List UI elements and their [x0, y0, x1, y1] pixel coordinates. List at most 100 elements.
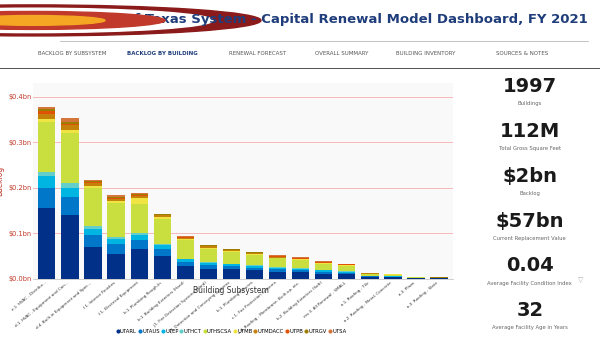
- Text: j.3. Detection and Conveying Systems: j.3. Detection and Conveying Systems: [169, 281, 232, 334]
- Bar: [38, 122, 55, 172]
- Text: d.4. Built-in Equipment and Spec...: d.4. Built-in Equipment and Spec...: [36, 281, 93, 330]
- Bar: [176, 240, 194, 258]
- Bar: [200, 246, 217, 248]
- Text: a.3. Roofing - Slate: a.3. Roofing - Slate: [407, 281, 439, 309]
- Text: Current Replacement Value: Current Replacement Value: [493, 236, 566, 241]
- Bar: [107, 203, 125, 237]
- Bar: [269, 267, 286, 269]
- Bar: [61, 130, 79, 133]
- Bar: [176, 258, 194, 260]
- Bar: [338, 266, 355, 271]
- Bar: [269, 255, 286, 256]
- Text: c.1. Fire Protection Systems: c.1. Fire Protection Systems: [232, 281, 278, 320]
- Bar: [85, 226, 101, 228]
- Bar: [85, 183, 101, 186]
- Bar: [61, 122, 79, 124]
- Text: 32: 32: [516, 301, 544, 320]
- Bar: [154, 245, 171, 249]
- Bar: [176, 236, 194, 237]
- Bar: [223, 249, 240, 250]
- Text: Average Facility Age in Years: Average Facility Age in Years: [492, 326, 568, 330]
- Bar: [107, 198, 125, 199]
- Bar: [154, 214, 171, 215]
- Bar: [361, 276, 379, 277]
- Text: ms.3. All Renewal - SMALL: ms.3. All Renewal - SMALL: [303, 281, 347, 319]
- Bar: [131, 195, 148, 196]
- Bar: [61, 125, 79, 130]
- Circle shape: [0, 11, 165, 29]
- Bar: [200, 268, 217, 279]
- Bar: [338, 274, 355, 279]
- Circle shape: [0, 8, 213, 33]
- Bar: [269, 258, 286, 267]
- Bar: [154, 215, 171, 217]
- Bar: [38, 111, 55, 113]
- Bar: [85, 188, 101, 226]
- Bar: [269, 257, 286, 258]
- Bar: [292, 260, 310, 268]
- Bar: [246, 266, 263, 267]
- Text: b.2. Building Exteriors (Soft): b.2. Building Exteriors (Soft): [277, 281, 324, 321]
- Bar: [176, 238, 194, 239]
- Bar: [430, 277, 448, 278]
- Bar: [131, 249, 148, 279]
- Bar: [85, 235, 101, 247]
- Text: b.1. Building Exteriors (Hard): b.1. Building Exteriors (Hard): [137, 281, 185, 322]
- Text: a.3. Plaza: a.3. Plaza: [398, 281, 416, 297]
- Bar: [246, 253, 263, 254]
- Y-axis label: Backlog: Backlog: [0, 166, 4, 196]
- Bar: [292, 257, 310, 258]
- Text: e.1. HVAC - Distribu...: e.1. HVAC - Distribu...: [11, 281, 47, 312]
- Bar: [223, 252, 240, 264]
- Bar: [154, 217, 171, 219]
- Bar: [176, 266, 194, 279]
- Circle shape: [0, 5, 261, 36]
- Bar: [223, 264, 240, 266]
- Text: d.1. HVAC - Equipment and Con...: d.1. HVAC - Equipment and Con...: [15, 281, 70, 328]
- Bar: [292, 268, 310, 270]
- Bar: [85, 180, 101, 181]
- Bar: [85, 247, 101, 279]
- Bar: [85, 182, 101, 183]
- Bar: [200, 262, 217, 263]
- Text: Buildings: Buildings: [518, 101, 542, 106]
- Bar: [38, 109, 55, 111]
- Circle shape: [0, 16, 105, 25]
- Text: ▽: ▽: [578, 277, 583, 283]
- Bar: [38, 172, 55, 176]
- Bar: [107, 199, 125, 201]
- Bar: [315, 272, 332, 274]
- Bar: [315, 270, 332, 272]
- Bar: [292, 270, 310, 272]
- Bar: [223, 270, 240, 279]
- Bar: [246, 267, 263, 270]
- Text: Average Facility Condition Index: Average Facility Condition Index: [487, 281, 572, 285]
- Bar: [269, 272, 286, 279]
- Bar: [61, 188, 79, 197]
- Bar: [38, 107, 55, 109]
- Bar: [154, 219, 171, 244]
- Bar: [107, 195, 125, 197]
- Bar: [61, 118, 79, 122]
- Bar: [85, 228, 101, 235]
- Bar: [61, 133, 79, 183]
- Bar: [107, 197, 125, 198]
- Bar: [292, 272, 310, 279]
- Text: BUILDING INVENTORY: BUILDING INVENTORY: [397, 51, 455, 56]
- Bar: [200, 245, 217, 246]
- Text: 0.04: 0.04: [506, 256, 554, 275]
- Text: b.1. Plumbing Rough-In: b.1. Plumbing Rough-In: [123, 281, 162, 315]
- Bar: [246, 265, 263, 266]
- Text: j.1. Fire Detection Systems (Hard): j.1. Fire Detection Systems (Hard): [153, 281, 208, 328]
- Bar: [338, 264, 355, 265]
- Text: SOURCES & NOTES: SOURCES & NOTES: [496, 51, 548, 56]
- Bar: [269, 269, 286, 272]
- Bar: [131, 203, 148, 233]
- Text: a.2. Roofing - Metal, Concrete: a.2. Roofing - Metal, Concrete: [344, 281, 393, 323]
- Bar: [61, 197, 79, 215]
- Bar: [38, 119, 55, 122]
- Bar: [315, 274, 332, 279]
- Bar: [107, 254, 125, 279]
- Bar: [246, 252, 263, 253]
- Bar: [85, 181, 101, 182]
